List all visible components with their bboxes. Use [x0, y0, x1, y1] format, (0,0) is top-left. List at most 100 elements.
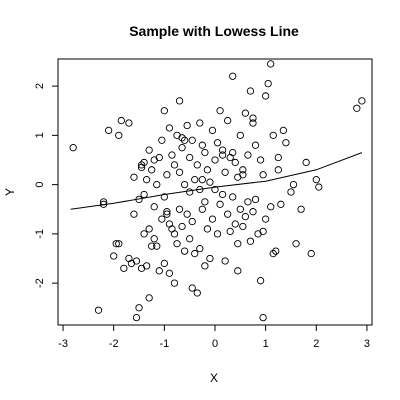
data-point [186, 235, 194, 243]
data-point [168, 151, 176, 159]
data-point [112, 240, 120, 248]
data-point [208, 215, 217, 223]
data-point [186, 153, 194, 162]
data-point [140, 158, 148, 167]
data-point [261, 92, 270, 100]
data-point [140, 190, 148, 199]
data-point [267, 203, 275, 211]
data-point [198, 176, 206, 184]
data-point [178, 222, 186, 231]
data-point [211, 156, 219, 164]
y-tick-label: 2 [34, 83, 46, 89]
x-tick-label: 2 [313, 338, 319, 350]
data-point [163, 171, 171, 179]
x-tick-label: -2 [109, 338, 119, 350]
data-point [180, 247, 189, 255]
x-tick-label: 3 [364, 338, 370, 350]
data-point [239, 222, 247, 231]
data-point [196, 244, 204, 253]
data-point [165, 220, 174, 228]
data-point [218, 151, 227, 159]
x-tick-label: -1 [159, 338, 169, 350]
x-tick-label: -3 [58, 338, 68, 350]
data-point [140, 230, 148, 238]
data-point [201, 262, 209, 270]
data-point [160, 259, 169, 268]
data-point [206, 254, 214, 263]
data-point [224, 210, 232, 218]
data-point [241, 212, 250, 221]
data-point [224, 116, 232, 125]
data-point [142, 262, 151, 270]
y-tick-label: -2 [34, 278, 46, 288]
data-point [148, 166, 156, 174]
data-point [145, 146, 153, 154]
data-point [188, 136, 196, 144]
data-point [274, 166, 282, 174]
data-point [201, 148, 209, 157]
data-point [353, 104, 361, 112]
data-point [120, 264, 128, 273]
data-point [173, 240, 181, 248]
data-point [282, 139, 290, 147]
data-point [170, 161, 179, 169]
data-point [135, 304, 143, 312]
data-point [168, 225, 176, 233]
data-point [145, 294, 153, 302]
lowess-line [70, 152, 363, 210]
data-point [307, 249, 315, 258]
data-point [115, 131, 123, 140]
points-layer [69, 60, 366, 322]
data-point [153, 180, 161, 189]
data-point [142, 176, 151, 184]
data-point [297, 205, 305, 213]
data-point [110, 252, 118, 260]
data-point [256, 156, 265, 164]
data-point [312, 176, 320, 184]
data-point [203, 225, 212, 233]
data-point [160, 107, 169, 115]
data-point [170, 279, 179, 287]
data-point [94, 306, 103, 314]
data-point [104, 126, 113, 135]
data-point [188, 217, 196, 226]
data-point [183, 210, 191, 218]
data-point [69, 144, 77, 152]
x-axis-label: X [210, 371, 218, 385]
data-point [145, 225, 153, 233]
data-point [186, 188, 194, 196]
data-point [193, 289, 201, 297]
data-point [175, 168, 184, 176]
data-point [269, 131, 277, 140]
x-tick-label: 1 [263, 338, 269, 350]
data-point [229, 193, 237, 201]
data-point [231, 220, 239, 228]
data-point [302, 158, 310, 167]
x-axis: -3 -2 -1 0 1 2 3 [58, 325, 370, 350]
x-tick-label: 0 [212, 338, 218, 350]
data-point [287, 188, 295, 196]
data-point [226, 227, 234, 236]
data-point [234, 267, 242, 275]
data-point [150, 203, 158, 211]
data-point [269, 249, 277, 258]
chart-title: Sample with Lowess Line [129, 23, 299, 39]
data-point [163, 208, 171, 216]
data-point [279, 126, 288, 135]
data-point [292, 240, 300, 248]
data-point [148, 242, 156, 250]
data-point [196, 119, 204, 127]
data-point [259, 227, 267, 236]
data-point [130, 210, 138, 218]
data-point [211, 185, 219, 194]
data-point [229, 72, 237, 80]
data-point [175, 205, 184, 213]
data-point [165, 124, 174, 132]
plot-frame [57, 58, 373, 326]
data-point [183, 121, 191, 130]
data-point [218, 146, 227, 154]
data-point [315, 183, 323, 191]
data-point [264, 79, 272, 88]
